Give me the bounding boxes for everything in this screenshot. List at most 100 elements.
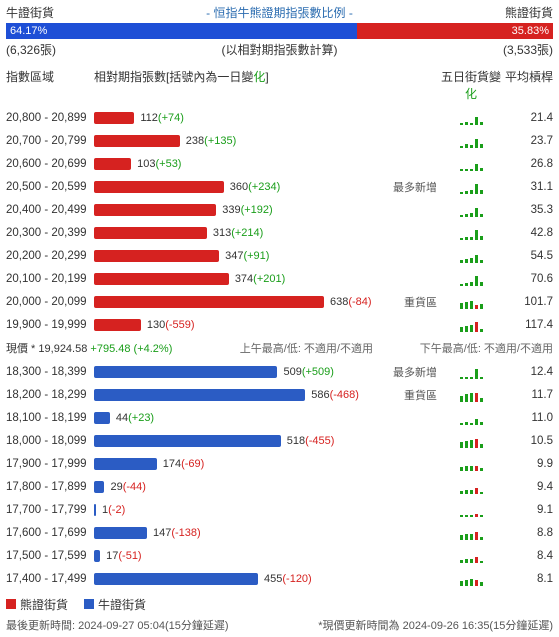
spark: [437, 295, 505, 309]
spark: [437, 134, 505, 148]
bear-label: 熊證街貨: [505, 4, 553, 21]
price-am: 上午最高/低: 不適用/不適用: [223, 340, 373, 356]
data-row: 17,800 - 17,89929(-44)9.4: [6, 475, 553, 498]
bull-swatch: [84, 599, 94, 609]
data-row: 17,700 - 17,7991(-2)9.1: [6, 498, 553, 521]
leverage: 10.5: [505, 435, 553, 447]
leverage: 54.5: [505, 250, 553, 262]
bar-value: 1(-2): [102, 504, 125, 516]
range-label: 20,100 - 20,199: [6, 273, 94, 285]
bar: [94, 504, 96, 516]
range-label: 17,700 - 17,799: [6, 504, 94, 516]
spark: [437, 111, 505, 125]
footer: 最後更新時間: 2024-09-27 05:04(15分鐘延遲) *現價更新時間…: [6, 617, 553, 633]
leverage: 11.0: [505, 412, 553, 424]
leverage: 8.8: [505, 527, 553, 539]
leverage: 26.8: [505, 158, 553, 170]
spark: [437, 226, 505, 240]
bar-cell: 374(+201): [94, 273, 381, 285]
data-row: 17,500 - 17,59917(-51)8.4: [6, 544, 553, 567]
range-label: 17,800 - 17,899: [6, 481, 94, 493]
bar: [94, 366, 277, 378]
range-label: 17,900 - 17,999: [6, 458, 94, 470]
bar: [94, 412, 110, 424]
bar-cell: 147(-138): [94, 527, 381, 539]
bear-pct: 35.83%: [512, 25, 549, 37]
range-label: 20,600 - 20,699: [6, 158, 94, 170]
bar-value: 103(+53): [137, 158, 181, 170]
ratio-bar: 64.17% 35.83%: [6, 23, 553, 39]
hdr-range: 指數區域: [6, 68, 94, 102]
spark: [437, 526, 505, 540]
leverage: 31.1: [505, 181, 553, 193]
bar-value: 638(-84): [330, 296, 372, 308]
bar: [94, 250, 219, 262]
range-label: 20,200 - 20,299: [6, 250, 94, 262]
bar-cell: 130(-559): [94, 319, 381, 331]
data-row: 20,000 - 20,099638(-84)重貨區101.7: [6, 290, 553, 313]
data-row: 18,100 - 18,19944(+23)11.0: [6, 406, 553, 429]
bar-cell: 17(-51): [94, 550, 381, 562]
bar-cell: 313(+214): [94, 227, 381, 239]
spark: [437, 318, 505, 332]
range-label: 20,000 - 20,099: [6, 296, 94, 308]
bar-cell: 174(-69): [94, 458, 381, 470]
data-row: 18,300 - 18,399509(+509)最多新增12.4: [6, 360, 553, 383]
data-row: 20,400 - 20,499339(+192)35.3: [6, 198, 553, 221]
data-row: 18,200 - 18,299586(-468)重貨區11.7: [6, 383, 553, 406]
counts-row: (6,326張) (以相對期指張數計算) (3,533張): [6, 41, 553, 58]
bar: [94, 481, 104, 493]
range-label: 18,000 - 18,099: [6, 435, 94, 447]
bear-segment: 35.83%: [357, 23, 553, 39]
leverage: 101.7: [505, 296, 553, 308]
bar: [94, 135, 180, 147]
bar-value: 174(-69): [163, 458, 205, 470]
data-row: 17,400 - 17,499455(-120)8.1: [6, 567, 553, 590]
bar-value: 29(-44): [110, 481, 145, 493]
bar-value: 339(+192): [222, 204, 272, 216]
hdr-tag: [381, 68, 437, 102]
data-row: 18,000 - 18,099 518(-455) 10.5: [6, 429, 553, 452]
bar-cell: 44(+23): [94, 412, 381, 424]
range-label: 18,200 - 18,299: [6, 389, 94, 401]
bull-segment: 64.17%: [6, 23, 357, 39]
bar-cell: 29(-44): [94, 481, 381, 493]
bull-pct: 64.17%: [10, 25, 47, 37]
spark: [437, 180, 505, 194]
spark: [437, 272, 505, 286]
hdr-lev: 平均槓桿: [505, 68, 553, 102]
leverage: 23.7: [505, 135, 553, 147]
leverage: 21.4: [505, 112, 553, 124]
data-row: 20,100 - 20,199 374(+201) 70.6: [6, 267, 553, 290]
data-row: 20,200 - 20,299 347(+91) 54.5: [6, 244, 553, 267]
legend-bull: 牛證街貨: [84, 596, 146, 613]
chart-title: - 恒指牛熊證期指張數比例 -: [54, 4, 505, 21]
bar-value: 374(+201): [235, 273, 285, 285]
bar: [94, 158, 131, 170]
bar: [94, 458, 157, 470]
bear-rows: 20,800 - 20,899112(+74)21.420,700 - 20,7…: [6, 106, 553, 336]
bar: [94, 204, 216, 216]
leverage: 70.6: [505, 273, 553, 285]
top-row: 牛證街貨 - 恒指牛熊證期指張數比例 - 熊證街貨: [6, 4, 553, 21]
data-row: 19,900 - 19,999130(-559)117.4: [6, 313, 553, 336]
data-row: 20,700 - 20,799238(+135)23.7: [6, 129, 553, 152]
price-left: 現價 * 19,924.58 +795.48 (+4.2%): [6, 340, 223, 356]
bar-value: 518(-455): [287, 435, 335, 447]
leverage: 11.7: [505, 389, 553, 401]
spark: [437, 480, 505, 494]
bar-value: 347(+91): [225, 250, 269, 262]
bar-cell: 509(+509): [94, 366, 381, 378]
data-row: 20,500 - 20,599360(+234)最多新增31.1: [6, 175, 553, 198]
bar-cell: 586(-468): [94, 389, 381, 401]
bull-rows: 18,300 - 18,399509(+509)最多新增12.418,200 -…: [6, 360, 553, 590]
bar-cell: 518(-455): [94, 435, 381, 447]
range-label: 18,300 - 18,399: [6, 366, 94, 378]
spark: [437, 411, 505, 425]
spark: [437, 157, 505, 171]
range-label: 17,400 - 17,499: [6, 573, 94, 585]
bar-value: 509(+509): [283, 366, 333, 378]
bull-label: 牛證街貨: [6, 4, 54, 21]
bar-value: 147(-138): [153, 527, 201, 539]
range-label: 20,500 - 20,599: [6, 181, 94, 193]
